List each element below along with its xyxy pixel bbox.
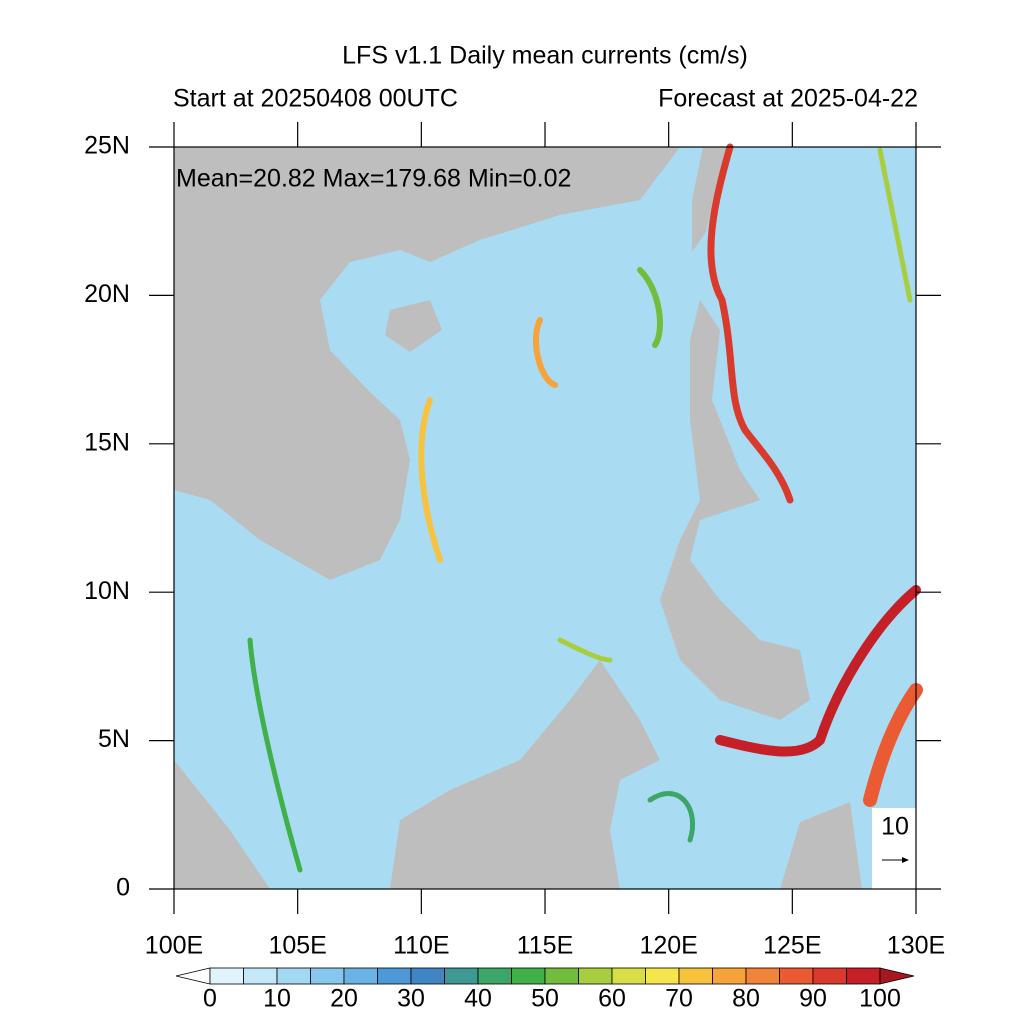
- forecast-label: Forecast at 2025-04-22: [658, 85, 918, 113]
- x-tick-label: 100E: [145, 932, 203, 960]
- land: [174, 147, 862, 889]
- x-tick-label: 120E: [639, 932, 697, 960]
- x-tick-label: 125E: [763, 932, 821, 960]
- colorbar-box: [410, 967, 445, 985]
- colorbar-box: [343, 967, 378, 985]
- colorbar-box: [444, 967, 479, 985]
- reference-arrowhead: [902, 857, 909, 863]
- colorbar-box: [544, 967, 579, 985]
- colorbar-box: [846, 967, 881, 985]
- colorbar-label: 80: [732, 985, 760, 1013]
- colorbar-label: 60: [598, 985, 626, 1013]
- y-tick-label: 25N: [84, 132, 130, 160]
- x-tick-label: 130E: [887, 932, 945, 960]
- colorbar-box: [678, 967, 713, 985]
- colorbar-box: [779, 967, 814, 985]
- reference-box: [872, 808, 916, 889]
- colorbar-label: 90: [799, 985, 827, 1013]
- current-streaks: [247, 143, 923, 873]
- colorbar-label: 20: [330, 985, 358, 1013]
- colorbar-label: 30: [397, 985, 425, 1013]
- colorbar-label: 10: [263, 985, 291, 1013]
- colorbar-box: [511, 967, 546, 985]
- colorbar-box: [812, 967, 847, 985]
- y-tick-label: 20N: [84, 280, 130, 308]
- stats-label: Mean=20.82 Max=179.68 Min=0.02: [176, 165, 571, 193]
- colorbar-label: 70: [665, 985, 693, 1013]
- y-tick-label: 5N: [98, 725, 130, 753]
- colorbar-box: [745, 967, 780, 985]
- colorbar-box: [209, 967, 244, 985]
- y-tick-label: 0: [116, 874, 130, 902]
- colorbar-box: [243, 967, 278, 985]
- colorbar-box: [276, 967, 311, 985]
- y-tick-label: 10N: [84, 577, 130, 605]
- colorbar-label: 40: [464, 985, 492, 1013]
- colorbar-box: [712, 967, 747, 985]
- x-tick-label: 105E: [268, 932, 326, 960]
- colorbar-label: 50: [531, 985, 559, 1013]
- start-label: Start at 20250408 00UTC: [173, 85, 458, 113]
- title: LFS v1.1 Daily mean currents (cm/s): [342, 42, 748, 70]
- colorbar-over: [879, 967, 915, 985]
- colorbar-label: 100: [859, 985, 901, 1013]
- colorbar-label: 0: [203, 985, 217, 1013]
- colorbar-box: [645, 967, 680, 985]
- x-tick-label: 110E: [393, 932, 450, 960]
- colorbar-box: [611, 967, 646, 985]
- x-tick-label: 115E: [517, 932, 574, 960]
- colorbar-box: [477, 967, 512, 985]
- y-tick-label: 15N: [84, 428, 130, 456]
- colorbar-under: [175, 967, 211, 985]
- reference-vector-label: 10: [881, 813, 909, 841]
- colorbar-box: [310, 967, 345, 985]
- colorbar-box: [377, 967, 412, 985]
- map-field: 10: [173, 143, 923, 890]
- colorbar-box: [578, 967, 613, 985]
